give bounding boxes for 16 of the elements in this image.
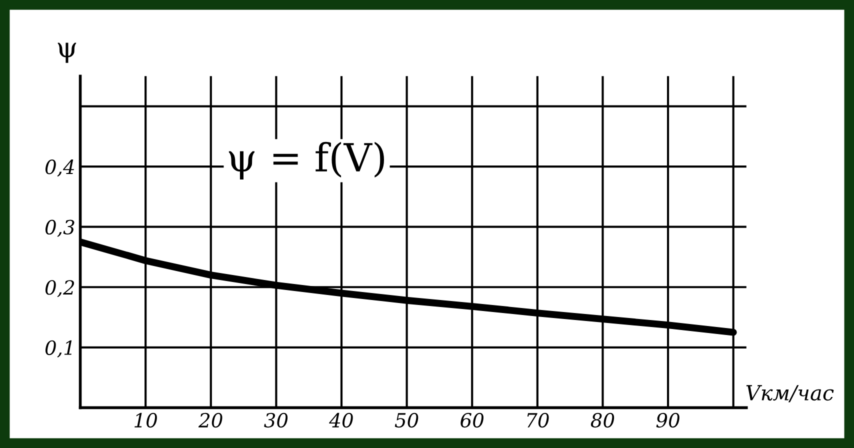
x-tick-label: 30 [264,412,288,428]
x-axis-title: Vкм/час [746,385,834,402]
annotation: ψ = f(V) [228,142,384,180]
x-tick-label: 40 [329,412,353,428]
x-tick-label: 70 [527,412,549,428]
y-axis-title: ψ [58,42,76,63]
y-tick-label: 0,3 [45,220,74,237]
x-tick-label: 60 [460,412,484,428]
x-tick-label: 20 [198,412,222,428]
y-tick-label: 0,4 [45,160,74,177]
y-tick-label: 0,1 [45,340,72,358]
x-tick-label: 10 [134,412,157,428]
y-tick-label: 0,2 [45,280,74,298]
x-tick-label: 50 [394,412,418,428]
x-tick-label: 80 [590,412,614,428]
x-tick-label: 90 [656,412,680,428]
